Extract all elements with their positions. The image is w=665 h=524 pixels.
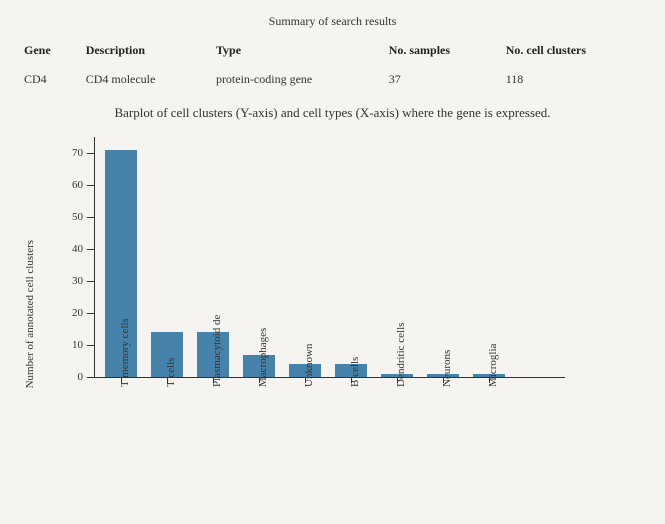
y-tick-label: 60: [72, 179, 83, 191]
y-axis-label: Number of annotated cell clusters: [24, 240, 36, 388]
x-tick-label: T memory cells: [119, 318, 131, 387]
y-tick-label: 50: [72, 211, 83, 223]
x-tick-label: Microglia: [487, 344, 499, 387]
col-no-samples: No. samples: [383, 39, 500, 68]
chart-caption: Barplot of cell clusters (Y-axis) and ce…: [18, 105, 647, 121]
col-no-cell-clusters: No. cell clusters: [500, 39, 647, 68]
x-tick-label: Unknown: [303, 344, 315, 387]
page-container: Summary of search results Gene Descripti…: [0, 0, 665, 519]
bar-column: Macrophages: [243, 355, 275, 377]
y-tick-label: 0: [78, 371, 84, 383]
y-tick: [87, 377, 95, 378]
bar-column: T memory cells: [105, 150, 137, 377]
y-tick-label: 20: [72, 307, 83, 319]
y-tick-label: 10: [72, 339, 83, 351]
x-tick-label: Neurons: [441, 350, 453, 387]
bars-container: T memory cells T cells Plasmacytoid de Macr…: [95, 137, 575, 377]
plot-area: T memory cells T cells Plasmacytoid de Macr…: [94, 137, 565, 378]
bar-column: Unknown: [289, 364, 321, 377]
col-type: Type: [210, 39, 383, 68]
y-tick: [87, 249, 95, 250]
table-row: CD4 CD4 molecule protein-coding gene 37 …: [18, 68, 647, 91]
cell-gene: CD4: [18, 68, 80, 91]
x-tick-label: T cells: [165, 358, 177, 387]
y-tick: [87, 313, 95, 314]
x-tick-label: Dendritic cells: [395, 323, 407, 387]
bar-column: Plasmacytoid de: [197, 332, 229, 377]
bar-column: Microglia: [473, 374, 505, 377]
col-gene: Gene: [18, 39, 80, 68]
summary-title: Summary of search results: [18, 14, 647, 29]
summary-table: Gene Description Type No. samples No. ce…: [18, 39, 647, 91]
bar-column: Neurons: [427, 374, 459, 377]
y-tick: [87, 345, 95, 346]
y-tick-label: 40: [72, 243, 83, 255]
cell-no-samples: 37: [383, 68, 500, 91]
x-tick-label: Plasmacytoid de: [211, 315, 223, 387]
cell-type: protein-coding gene: [210, 68, 383, 91]
bar-chart: Number of annotated cell clusters T memo…: [48, 129, 608, 509]
cell-description: CD4 molecule: [80, 68, 210, 91]
x-tick-label: B cells: [349, 357, 361, 387]
y-tick: [87, 185, 95, 186]
y-tick: [87, 217, 95, 218]
table-header-row: Gene Description Type No. samples No. ce…: [18, 39, 647, 68]
col-description: Description: [80, 39, 210, 68]
cell-no-cell-clusters: 118: [500, 68, 647, 91]
x-tick-label: Macrophages: [257, 328, 269, 387]
y-tick-label: 30: [72, 275, 83, 287]
y-tick: [87, 281, 95, 282]
bar-column: Dendritic cells: [381, 374, 413, 377]
bar-column: T cells: [151, 332, 183, 377]
bar-column: B cells: [335, 364, 367, 377]
y-tick-label: 70: [72, 147, 83, 159]
y-tick: [87, 153, 95, 154]
